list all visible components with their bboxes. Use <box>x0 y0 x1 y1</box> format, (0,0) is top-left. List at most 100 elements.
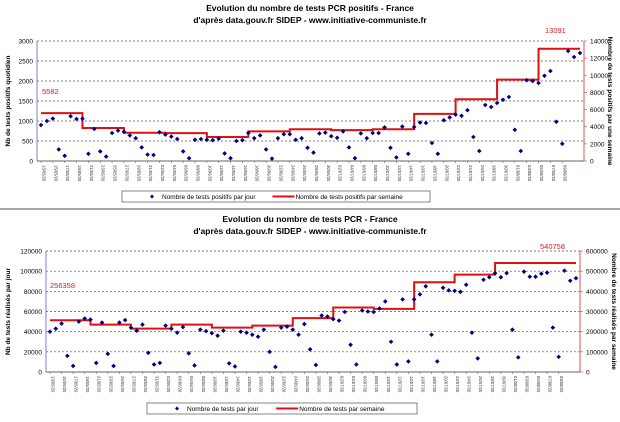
y-tick-label: 60000 <box>24 309 42 316</box>
legend-label-weekly: Nombre de tests positifs par semaine <box>295 194 403 201</box>
x-tick-label: 28/07/20 <box>490 376 495 393</box>
y-tick-label: 3000 <box>19 39 34 46</box>
daily-point <box>429 140 435 146</box>
daily-point <box>518 148 524 154</box>
daily-point <box>376 130 381 136</box>
daily-point <box>228 155 233 161</box>
daily-point <box>56 147 62 152</box>
x-tick-label: 05/08/20 <box>539 165 544 182</box>
daily-point <box>186 351 192 356</box>
daily-point <box>115 128 121 133</box>
daily-point <box>527 274 533 280</box>
x-tick-label: 23/05/20 <box>101 165 106 182</box>
daily-point <box>226 361 232 366</box>
daily-point <box>319 313 324 318</box>
y2-tick-label: 6000 <box>590 107 605 114</box>
daily-point <box>486 274 492 280</box>
x-tick-label: 02/06/20 <box>166 376 171 393</box>
daily-point <box>394 362 400 367</box>
daily-point <box>257 133 263 138</box>
x-tick-label: 19/05/20 <box>85 376 90 393</box>
daily-point <box>394 155 399 160</box>
daily-point <box>128 325 134 330</box>
daily-point <box>222 151 227 156</box>
x-tick-label: 18/06/20 <box>255 165 260 182</box>
y2-tick-label: 4000 <box>590 124 605 131</box>
daily-point <box>251 135 257 141</box>
daily-point <box>334 135 340 141</box>
daily-point <box>215 333 220 338</box>
daily-point <box>494 100 500 106</box>
x-tick-label: 10/06/20 <box>207 165 212 182</box>
x-tick-label: 25/05/20 <box>113 165 118 182</box>
daily-point <box>382 125 387 130</box>
daily-point <box>250 332 255 337</box>
daily-point <box>180 324 186 330</box>
daily-point <box>296 332 301 337</box>
daily-point <box>299 135 304 141</box>
x-tick-label: 01/08/20 <box>515 165 520 182</box>
daily-point <box>382 299 388 304</box>
x-tick-label: 19/05/20 <box>77 165 82 182</box>
daily-point <box>68 113 73 119</box>
daily-point <box>209 330 215 336</box>
daily-point <box>307 347 313 352</box>
y2-tick-label: 100000 <box>586 349 608 356</box>
daily-point <box>293 137 298 143</box>
legend-marker-daily <box>175 406 179 411</box>
daily-point <box>515 355 521 360</box>
chart-title: Evolution du nombre de tests PCR - Franc… <box>222 214 397 224</box>
x-tick-label: 26/07/20 <box>478 376 483 393</box>
y2-tick-label: 12000 <box>590 56 608 63</box>
daily-point <box>434 359 440 364</box>
daily-point <box>446 288 452 293</box>
daily-point <box>577 50 583 56</box>
legend: Nombre de tests par jour Nombre de tests … <box>146 402 418 415</box>
y-tick-label: 120000 <box>20 249 42 256</box>
daily-point <box>244 330 249 335</box>
x-tick-label: 30/07/20 <box>501 376 506 393</box>
y2-tick-label: 500000 <box>586 269 608 276</box>
y-tick-label: 100000 <box>20 269 42 276</box>
daily-point <box>174 330 180 335</box>
legend-label-daily: Nombre de tests par jour <box>187 406 259 413</box>
daily-point <box>174 136 180 142</box>
daily-point <box>80 116 85 121</box>
daily-point <box>542 73 547 79</box>
daily-point <box>417 120 423 125</box>
x-tick-label: 08/07/20 <box>373 165 378 182</box>
daily-point <box>133 135 139 141</box>
daily-point <box>157 129 162 135</box>
daily-point <box>145 350 151 356</box>
daily-point <box>278 325 284 330</box>
daily-point <box>210 137 216 143</box>
legend: Nombre de tests positifs par jour Nombre … <box>121 190 431 203</box>
daily-point <box>475 356 481 361</box>
x-tick-label: 25/05/20 <box>120 376 125 393</box>
y2-tick-label: 300000 <box>586 309 608 316</box>
daily-point <box>180 149 186 154</box>
daily-point <box>221 328 226 333</box>
x-tick-label: 15/05/20 <box>62 376 67 393</box>
daily-point <box>163 323 168 328</box>
daily-point <box>342 309 348 315</box>
y2-tick-label: 10000 <box>590 73 608 80</box>
daily-point <box>290 327 296 332</box>
daily-point <box>340 129 346 134</box>
x-tick-label: 08/06/20 <box>196 165 201 182</box>
daily-point <box>232 364 238 369</box>
x-tick-label: 13/05/20 <box>42 165 47 182</box>
daily-point <box>510 327 515 332</box>
daily-point <box>284 324 290 329</box>
y-tick-label: 2500 <box>19 59 34 66</box>
x-tick-label: 27/05/20 <box>131 376 136 393</box>
x-tick-label: 04/07/20 <box>351 376 356 393</box>
y2-tick-label: 14000 <box>590 39 608 46</box>
daily-point <box>571 54 577 60</box>
daily-point <box>53 326 59 331</box>
x-tick-label: 17/05/20 <box>65 165 70 182</box>
x-tick-label: 22/06/20 <box>282 376 287 393</box>
daily-point <box>512 127 518 133</box>
daily-point <box>111 363 116 369</box>
x-tick-label: 28/07/20 <box>492 165 497 182</box>
